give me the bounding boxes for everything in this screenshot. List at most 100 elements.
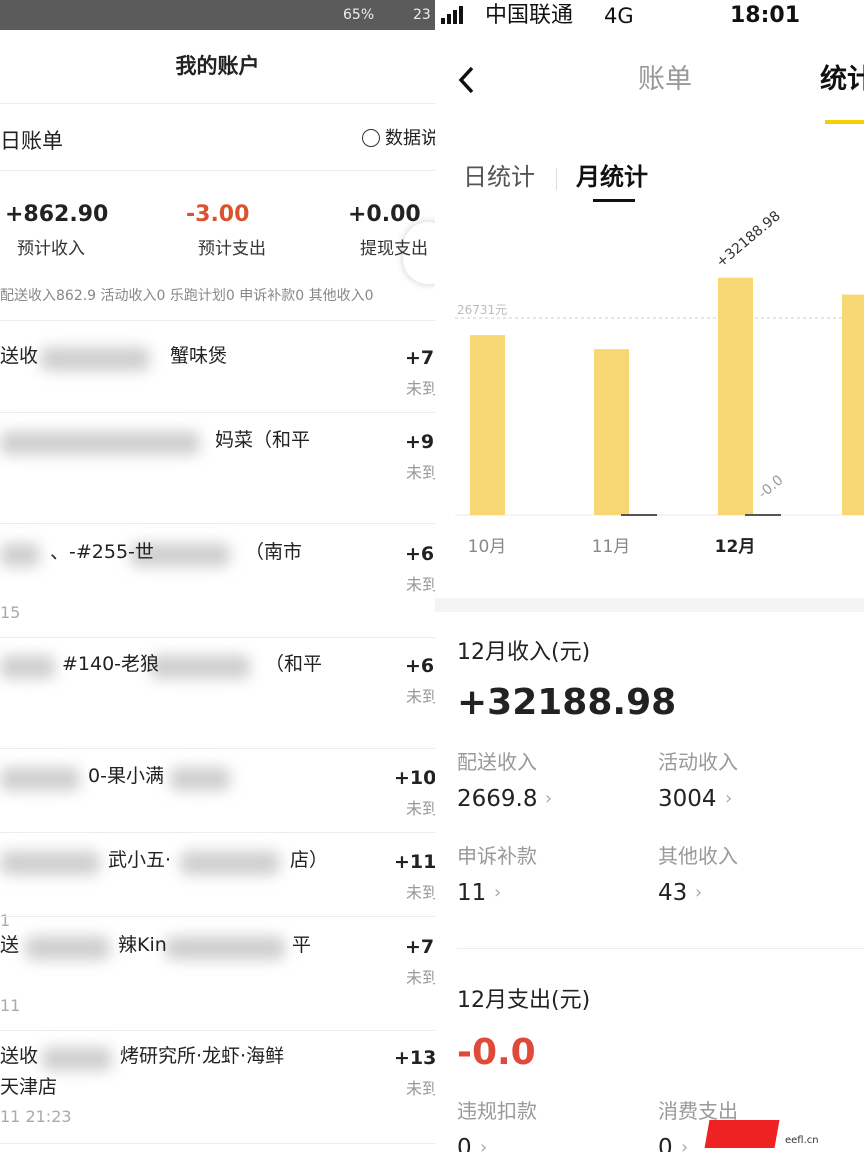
order-name: 送 xyxy=(0,934,20,956)
sub-tab[interactable]: 日统计 xyxy=(463,163,535,191)
expense-total: -0.0 xyxy=(457,1032,536,1073)
x-tick-label: 11月 xyxy=(592,537,631,557)
blurred-text xyxy=(150,655,250,679)
order-amount: +11. xyxy=(394,851,435,873)
order-amount: +7. xyxy=(405,347,435,369)
bar xyxy=(621,514,657,516)
blurred-text xyxy=(180,851,280,875)
order-amount: +7. xyxy=(405,936,435,958)
order-status: 未到 xyxy=(406,883,435,902)
order-status: 未到 xyxy=(406,379,435,398)
blurred-text xyxy=(0,767,80,791)
stat-label: 申诉补款 xyxy=(457,844,537,868)
chevron: › xyxy=(545,788,553,809)
divider xyxy=(0,916,435,917)
summary-label: 预计支出 xyxy=(198,239,266,259)
stat-value[interactable]: 0 xyxy=(457,1135,472,1152)
summary-amount: +0.00 xyxy=(348,202,421,227)
order-name: 平 xyxy=(292,934,312,956)
chevron: › xyxy=(681,1137,689,1152)
nav-tab[interactable]: 账单 xyxy=(638,64,692,95)
order-status: 未到 xyxy=(406,799,435,818)
divider xyxy=(0,1143,435,1144)
summary-label: 提现支出 xyxy=(360,239,428,259)
order-name: 武小五· xyxy=(108,849,172,871)
order-name: （南市 xyxy=(245,541,303,563)
chevron: › xyxy=(480,1137,488,1152)
clock: 23 xyxy=(413,7,431,23)
order-time: 11 21:23 xyxy=(0,1107,72,1126)
order-status: 未到 xyxy=(406,575,435,594)
value-label: +32188.98 xyxy=(713,208,783,271)
order-amount: +6. xyxy=(405,543,435,565)
stat-value[interactable]: 2669.8 xyxy=(457,786,538,812)
expense-title: 12月支出(元) xyxy=(457,988,591,1013)
help-link[interactable]: 数据说 xyxy=(385,128,435,149)
status-bar xyxy=(0,0,435,30)
breakdown: 配送收入862.9 活动收入0 乐跑计划0 申诉补款0 其他收入0 xyxy=(0,288,374,304)
order-time: 11 xyxy=(0,996,21,1015)
order-amount: +13. xyxy=(394,1047,435,1069)
blurred-text xyxy=(0,543,40,567)
bar xyxy=(745,514,781,516)
divider xyxy=(435,598,864,612)
blurred-text xyxy=(42,1047,112,1071)
divider xyxy=(0,637,435,638)
stat-value[interactable]: 3004 xyxy=(658,786,717,812)
blurred-text xyxy=(170,767,230,791)
order-status: 未到 xyxy=(406,687,435,706)
stat-value[interactable]: 43 xyxy=(658,880,688,906)
income-total: +32188.98 xyxy=(457,682,677,723)
order-status: 未到 xyxy=(406,463,435,482)
divider xyxy=(0,412,435,413)
order-name: 送收 xyxy=(0,345,39,367)
tab-underline xyxy=(825,120,864,124)
left-screen: 65% 23 我的账户 日账单 数据说 +862.90 预计收入 -3.00 预计支出… xyxy=(0,0,435,1144)
service-button[interactable] xyxy=(403,222,435,284)
x-tick-label: 12月 xyxy=(715,537,756,557)
stat-value[interactable]: 0 xyxy=(658,1135,673,1152)
stat-label: 活动收入 xyxy=(658,750,738,774)
blurred-text xyxy=(130,543,230,567)
right-screen: 中国联通 4G 18:01 账单 统计 日统计 月统计 26731元 10月 11月… xyxy=(435,0,864,1152)
page-title: 我的账户 xyxy=(175,54,260,78)
stat-label: 消费支出 xyxy=(658,1099,738,1123)
help-icon[interactable] xyxy=(362,129,380,147)
bar xyxy=(470,335,505,515)
sub-tab-underline xyxy=(593,199,635,202)
back-button[interactable] xyxy=(457,66,477,96)
order-time: 15 xyxy=(0,603,21,622)
summary-label: 预计收入 xyxy=(17,239,85,259)
order-name: 妈菜（和平 xyxy=(215,429,311,451)
chevron: › xyxy=(725,788,733,809)
blurred-text xyxy=(0,655,55,679)
bar xyxy=(718,277,753,515)
stat-label: 配送收入 xyxy=(457,750,537,774)
blurred-text xyxy=(0,431,200,455)
order-status: 未到 xyxy=(406,968,435,987)
stat-label: 其他收入 xyxy=(658,844,738,868)
watermark-logo xyxy=(704,1120,780,1148)
stat-value[interactable]: 11 xyxy=(457,880,487,906)
network: 4G xyxy=(604,4,634,28)
x-tick-label: 10月 xyxy=(468,537,507,557)
order-amount: +6. xyxy=(405,655,435,677)
reference-label: 26731元 xyxy=(457,303,507,317)
chevron: › xyxy=(695,882,703,903)
order-name: 天津店 xyxy=(0,1076,58,1098)
blurred-text xyxy=(25,936,110,960)
chart: 26731元 10月 11月 12月 +32188.98 -0.0 xyxy=(455,208,864,557)
summary-amount: +862.90 xyxy=(5,202,109,227)
order-name: （和平 xyxy=(265,653,323,675)
divider xyxy=(0,320,435,321)
order-amount: +10. xyxy=(394,767,435,789)
divider xyxy=(0,832,435,833)
signal-icon xyxy=(441,6,463,24)
nav-tab[interactable]: 统计 xyxy=(820,64,864,95)
income-title: 12月收入(元) xyxy=(457,640,591,665)
divider xyxy=(0,523,435,524)
order-name: 烤研究所·龙虾·海鲜 xyxy=(120,1045,285,1067)
sub-tab[interactable]: 月统计 xyxy=(576,163,648,191)
blurred-text xyxy=(165,936,285,960)
order-name: 0-果小满 xyxy=(88,765,164,787)
